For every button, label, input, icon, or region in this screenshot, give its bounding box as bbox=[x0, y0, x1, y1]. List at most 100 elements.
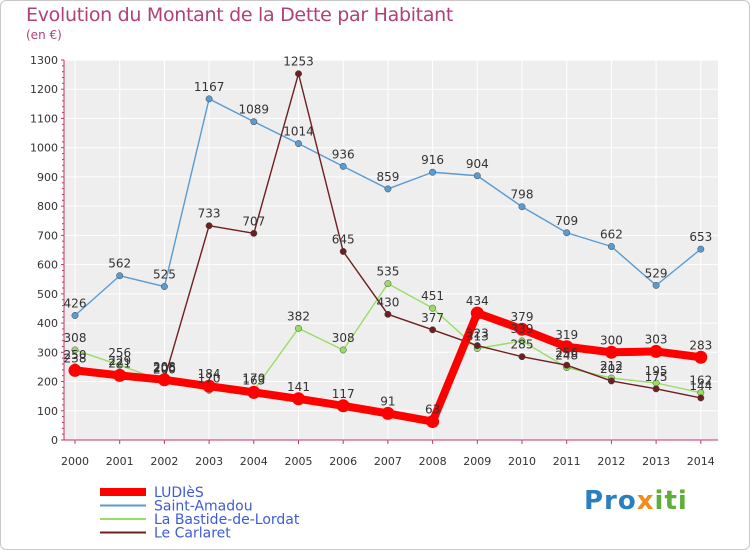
x-tick-label: 2012 bbox=[597, 455, 625, 468]
data-label-2: 170 bbox=[198, 371, 221, 385]
data-point-1 bbox=[473, 172, 481, 180]
data-point-0 bbox=[560, 340, 574, 354]
data-point-0 bbox=[649, 344, 663, 358]
data-point-3 bbox=[652, 385, 660, 393]
y-tick-label: 100 bbox=[37, 405, 58, 418]
data-point-1 bbox=[160, 283, 168, 290]
data-label-0: 184 bbox=[198, 367, 221, 381]
y-tick-label: 400 bbox=[37, 317, 58, 330]
data-label-0: 300 bbox=[600, 333, 623, 347]
x-tick-label: 2000 bbox=[61, 455, 89, 468]
data-label-0: 63 bbox=[425, 403, 440, 417]
data-point-2 bbox=[384, 280, 392, 288]
data-point-0 bbox=[381, 406, 395, 420]
data-label-1: 709 bbox=[555, 214, 578, 228]
data-label-2: 212 bbox=[600, 359, 623, 373]
data-label-0: 238 bbox=[64, 351, 87, 365]
data-label-2: 313 bbox=[466, 330, 489, 344]
data-point-0 bbox=[426, 415, 440, 429]
x-tick-label: 2004 bbox=[240, 455, 268, 468]
data-point-0 bbox=[247, 385, 261, 399]
data-label-2: 339 bbox=[511, 322, 534, 336]
data-point-2 bbox=[518, 337, 526, 345]
data-point-1 bbox=[339, 162, 347, 170]
y-tick-label: 800 bbox=[37, 200, 58, 213]
data-label-0: 91 bbox=[380, 394, 395, 408]
data-point-3 bbox=[607, 377, 615, 385]
legend-entry-1: Saint-Amadou bbox=[154, 499, 253, 515]
data-label-1: 525 bbox=[153, 268, 176, 282]
data-label-2: 535 bbox=[376, 265, 399, 279]
chart-title: Evolution du Montant de la Dette par Hab… bbox=[26, 4, 454, 26]
x-tick-label: 2008 bbox=[419, 455, 447, 468]
data-label-1: 426 bbox=[64, 296, 87, 310]
y-tick-label: 500 bbox=[37, 288, 58, 301]
data-label-2: 382 bbox=[287, 309, 310, 323]
data-point-1 bbox=[697, 245, 705, 253]
data-label-2: 451 bbox=[421, 289, 444, 303]
data-label-3: 202 bbox=[600, 362, 623, 376]
data-point-1 bbox=[652, 281, 660, 289]
data-label-1: 859 bbox=[376, 170, 399, 184]
data-point-0 bbox=[694, 350, 708, 364]
data-point-1 bbox=[518, 203, 526, 211]
data-label-1: 936 bbox=[332, 147, 355, 161]
x-tick-label: 2006 bbox=[329, 455, 357, 468]
y-tick-label: 1100 bbox=[30, 112, 58, 125]
data-label-0: 434 bbox=[466, 294, 489, 308]
data-point-3 bbox=[339, 248, 347, 255]
data-label-2: 170 bbox=[242, 371, 265, 385]
data-label-2: 195 bbox=[645, 364, 668, 378]
data-label-2: 308 bbox=[64, 331, 87, 345]
x-tick-label: 2014 bbox=[687, 455, 715, 468]
y-tick-label: 1200 bbox=[30, 83, 58, 96]
data-point-2 bbox=[116, 361, 124, 369]
data-label-1: 662 bbox=[600, 227, 623, 241]
data-label-1: 1014 bbox=[283, 125, 314, 139]
data-point-0 bbox=[202, 379, 216, 393]
data-point-3 bbox=[697, 394, 705, 402]
data-label-3: 323 bbox=[466, 327, 489, 341]
y-tick-label: 900 bbox=[37, 171, 58, 184]
data-point-2 bbox=[339, 346, 347, 354]
data-point-0 bbox=[604, 345, 618, 359]
data-label-3: 1253 bbox=[283, 55, 314, 69]
data-point-1 bbox=[384, 185, 392, 193]
data-label-2: 162 bbox=[689, 374, 712, 388]
data-label-3: 377 bbox=[421, 311, 444, 325]
legend-entry-2: La Bastide-de-Lordat bbox=[154, 512, 300, 528]
data-label-3: 645 bbox=[332, 232, 355, 246]
data-label-1: 562 bbox=[108, 257, 131, 271]
data-point-0 bbox=[68, 363, 82, 377]
data-point-0 bbox=[336, 399, 350, 413]
data-point-3 bbox=[205, 222, 213, 230]
data-label-1: 1089 bbox=[239, 103, 270, 117]
y-tick-label: 0 bbox=[51, 434, 58, 447]
data-point-1 bbox=[116, 272, 124, 280]
legend-entry-0: LUDIèS bbox=[154, 485, 204, 501]
data-point-3 bbox=[384, 310, 392, 318]
data-label-0: 319 bbox=[555, 328, 578, 342]
data-label-0: 221 bbox=[108, 356, 131, 370]
data-label-1: 916 bbox=[421, 153, 444, 167]
data-label-1: 653 bbox=[689, 230, 712, 244]
data-label-2: 248 bbox=[555, 349, 578, 363]
proxiti-logo: Proxiti bbox=[584, 486, 688, 516]
data-label-3: 175 bbox=[645, 370, 668, 384]
x-tick-label: 2003 bbox=[195, 455, 223, 468]
y-tick-label: 300 bbox=[37, 346, 58, 359]
data-point-1 bbox=[429, 168, 437, 176]
data-label-0: 379 bbox=[511, 310, 534, 324]
data-label-3: 430 bbox=[376, 295, 399, 309]
data-point-3 bbox=[429, 326, 437, 334]
data-point-1 bbox=[250, 118, 258, 126]
y-tick-label: 200 bbox=[37, 376, 58, 389]
x-tick-label: 2011 bbox=[553, 455, 581, 468]
x-tick-label: 2002 bbox=[150, 455, 178, 468]
chart-subtitle: (en €) bbox=[26, 28, 62, 42]
data-point-1 bbox=[295, 140, 302, 148]
x-tick-label: 2010 bbox=[508, 455, 536, 468]
x-tick-label: 2013 bbox=[642, 455, 670, 468]
data-label-2: 200 bbox=[153, 363, 176, 377]
data-point-2 bbox=[429, 304, 437, 312]
